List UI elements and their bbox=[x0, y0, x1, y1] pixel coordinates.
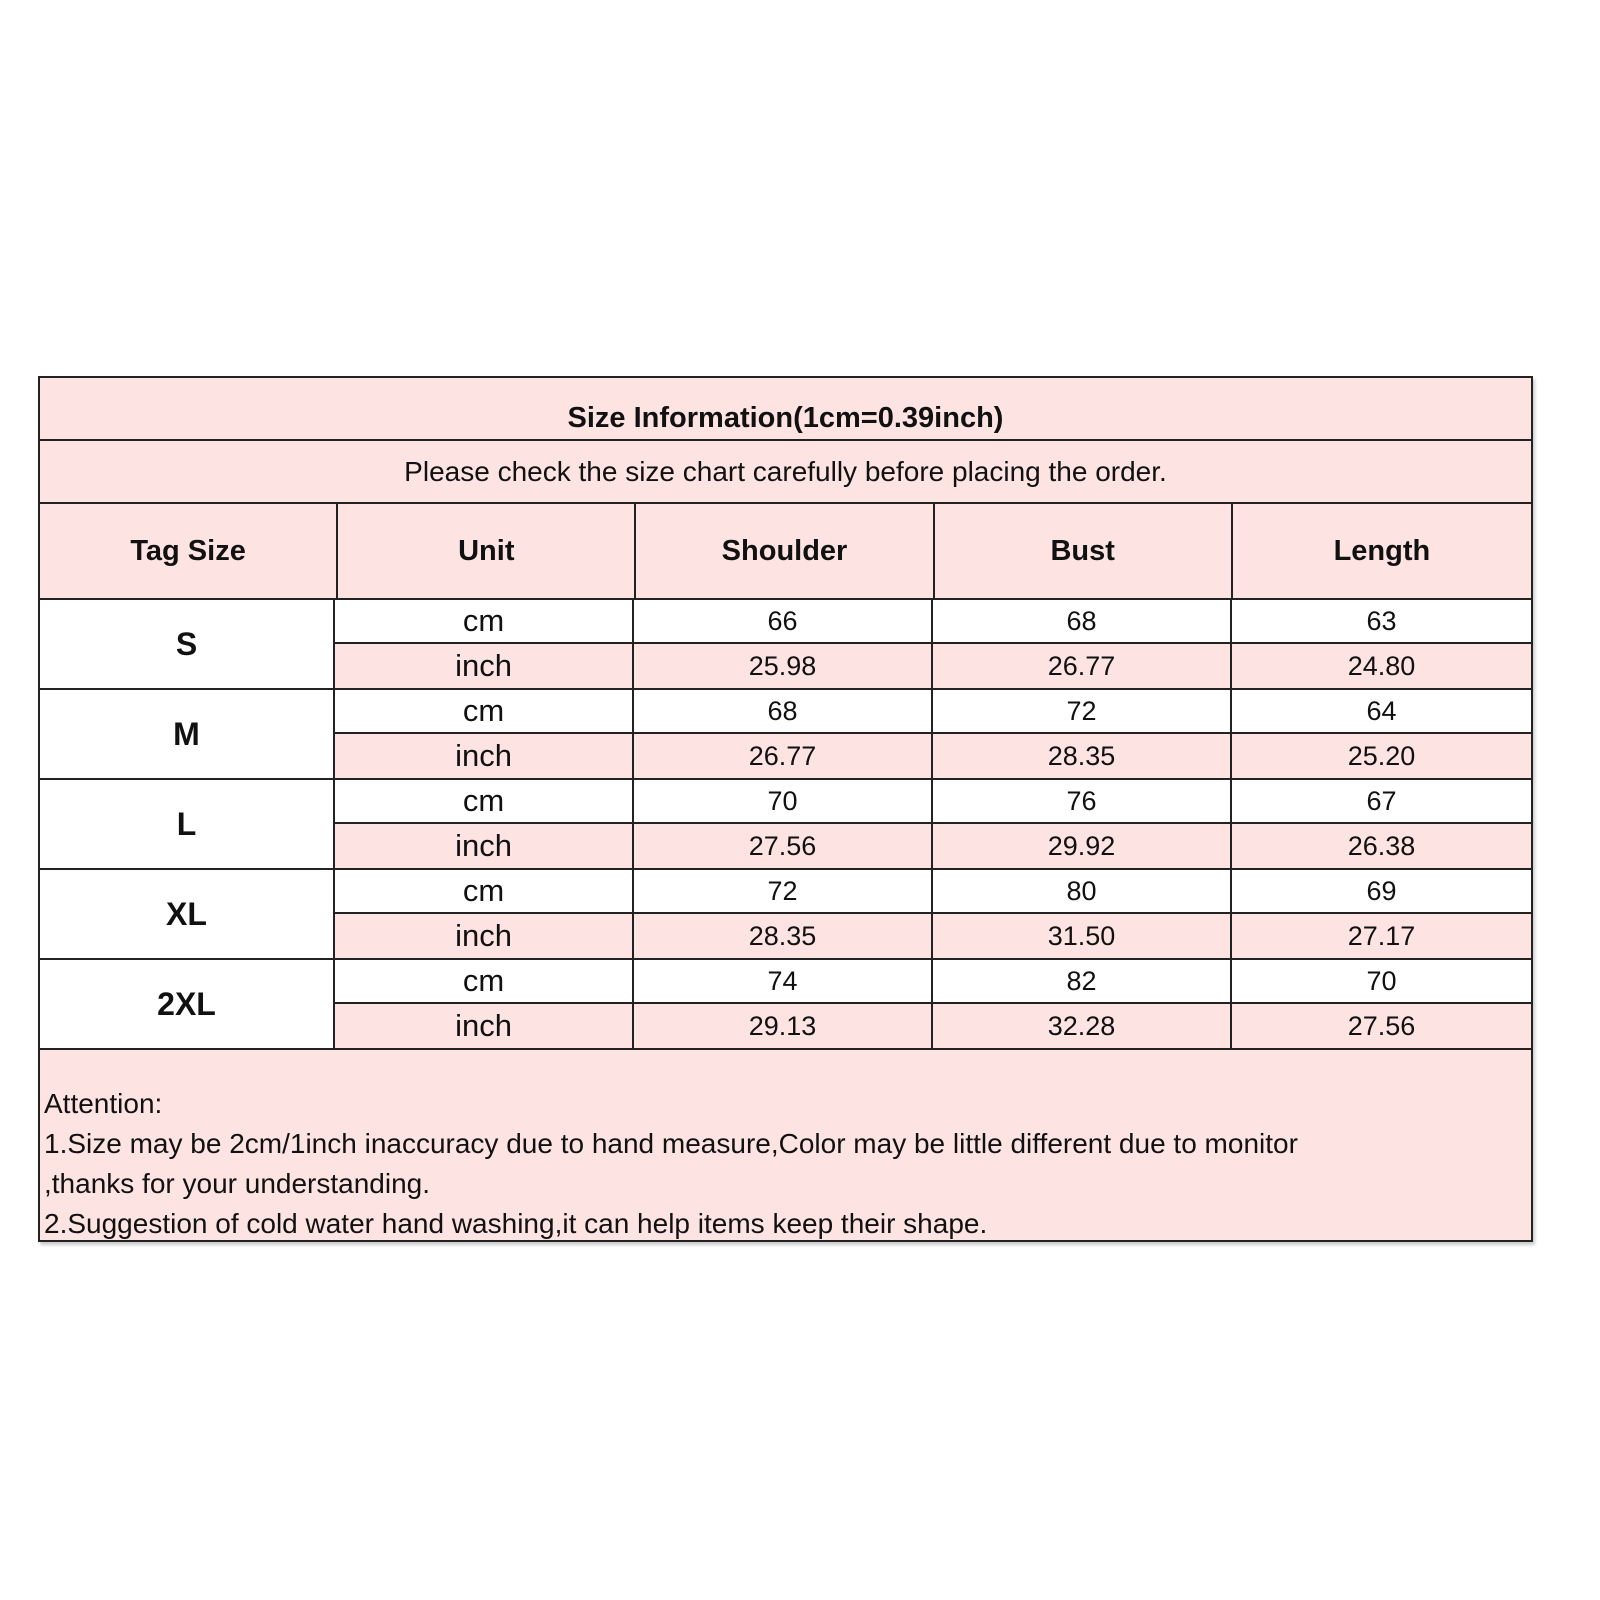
unit-rows: cm 74 82 70 inch 29.13 32.28 27.56 bbox=[335, 960, 1531, 1048]
value-cell: 26.38 bbox=[1347, 830, 1416, 861]
value-cell: 69 bbox=[1366, 875, 1397, 906]
unit-cell: inch bbox=[335, 734, 634, 778]
attention-notes: Attention: 1.Size may be 2cm/1inch inaccu… bbox=[40, 1050, 1531, 1240]
value-cell: 26.77 bbox=[933, 644, 1232, 688]
unit-rows: cm 72 80 69 inch 28.35 31.50 27.17 bbox=[335, 870, 1531, 958]
value-cell: 32.28 bbox=[933, 1004, 1232, 1048]
value-cell: 29.13 bbox=[634, 1004, 933, 1048]
value-cell: 29.92 bbox=[933, 824, 1232, 868]
note-line: 2.Suggestion of cold water hand washing,… bbox=[44, 1208, 988, 1239]
column-header: Length bbox=[1333, 534, 1431, 567]
table-row: cm 74 82 70 bbox=[335, 960, 1531, 1004]
unit-cell: inch bbox=[335, 824, 634, 868]
value-cell: 25.98 bbox=[634, 644, 933, 688]
value-cell: 25.20 bbox=[1347, 740, 1416, 771]
unit-cell: inch bbox=[335, 914, 634, 958]
value-cell: 31.50 bbox=[933, 914, 1232, 958]
unit-cell: cm bbox=[335, 600, 634, 642]
value-cell: 72 bbox=[933, 690, 1232, 732]
column-header: Bust bbox=[935, 504, 1233, 598]
unit-cell: inch bbox=[335, 644, 634, 688]
column-header: Tag Size bbox=[40, 504, 339, 598]
value-cell: 68 bbox=[933, 600, 1232, 642]
value-cell: 26.77 bbox=[634, 734, 933, 778]
size-group: 2XL cm 74 82 70 inch 29.13 32.28 27.56 bbox=[40, 960, 1531, 1050]
note-line: 1.Size may be 2cm/1inch inaccuracy due t… bbox=[44, 1128, 1298, 1159]
table-row: inch 25.98 26.77 24.80 bbox=[335, 644, 1531, 688]
unit-cell: inch bbox=[335, 1004, 634, 1048]
value-cell: 24.80 bbox=[1347, 650, 1416, 681]
table-row: cm 66 68 63 bbox=[335, 600, 1531, 644]
unit-cell: cm bbox=[335, 690, 634, 732]
table-row: inch 28.35 31.50 27.17 bbox=[335, 914, 1531, 958]
table-row: cm 70 76 67 bbox=[335, 780, 1531, 824]
value-cell: 74 bbox=[634, 960, 933, 1002]
value-cell: 27.17 bbox=[1347, 920, 1416, 951]
note-line: Attention: bbox=[44, 1088, 163, 1119]
unit-cell: cm bbox=[335, 870, 634, 912]
table-subtitle: Please check the size chart carefully be… bbox=[40, 441, 1531, 504]
table-row: cm 68 72 64 bbox=[335, 690, 1531, 734]
value-cell: 82 bbox=[933, 960, 1232, 1002]
note-line: ,thanks for your understanding. bbox=[44, 1168, 431, 1199]
value-cell: 67 bbox=[1366, 785, 1397, 816]
tag-size-cell: M bbox=[40, 690, 335, 778]
value-cell: 27.56 bbox=[1347, 1010, 1416, 1041]
value-cell: 76 bbox=[933, 780, 1232, 822]
header-row: Tag Size Unit Shoulder Bust Length bbox=[40, 504, 1531, 600]
table-row: cm 72 80 69 bbox=[335, 870, 1531, 914]
value-cell: 80 bbox=[933, 870, 1232, 912]
value-cell: 28.35 bbox=[634, 914, 933, 958]
table-title: Size Information(1cm=0.39inch) bbox=[40, 378, 1531, 441]
unit-rows: cm 70 76 67 inch 27.56 29.92 26.38 bbox=[335, 780, 1531, 868]
unit-rows: cm 68 72 64 inch 26.77 28.35 25.20 bbox=[335, 690, 1531, 778]
value-cell: 70 bbox=[634, 780, 933, 822]
value-cell: 66 bbox=[634, 600, 933, 642]
column-header: Shoulder bbox=[636, 504, 935, 598]
tag-size-cell: S bbox=[40, 600, 335, 688]
table-row: inch 29.13 32.28 27.56 bbox=[335, 1004, 1531, 1048]
table-row: inch 26.77 28.35 25.20 bbox=[335, 734, 1531, 778]
value-cell: 70 bbox=[1366, 965, 1397, 996]
table-row: inch 27.56 29.92 26.38 bbox=[335, 824, 1531, 868]
value-cell: 63 bbox=[1366, 605, 1397, 636]
value-cell: 64 bbox=[1366, 695, 1397, 726]
tag-size-cell: L bbox=[40, 780, 335, 868]
column-header: Unit bbox=[338, 504, 637, 598]
value-cell: 28.35 bbox=[933, 734, 1232, 778]
tag-size-cell: 2XL bbox=[40, 960, 335, 1048]
unit-rows: cm 66 68 63 inch 25.98 26.77 24.80 bbox=[335, 600, 1531, 688]
size-group: XL cm 72 80 69 inch 28.35 31.50 27.17 bbox=[40, 870, 1531, 960]
tag-size-cell: XL bbox=[40, 870, 335, 958]
size-chart-table: Size Information(1cm=0.39inch) Please ch… bbox=[38, 376, 1533, 1242]
value-cell: 72 bbox=[634, 870, 933, 912]
unit-cell: cm bbox=[335, 960, 634, 1002]
value-cell: 27.56 bbox=[634, 824, 933, 868]
value-cell: 68 bbox=[634, 690, 933, 732]
unit-cell: cm bbox=[335, 780, 634, 822]
